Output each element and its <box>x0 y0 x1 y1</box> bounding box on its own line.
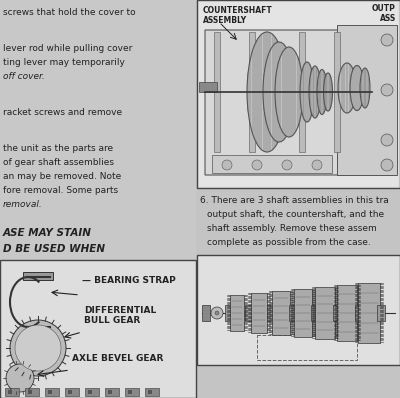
Bar <box>251 293 267 333</box>
Text: screws that hold the cover to: screws that hold the cover to <box>3 8 136 17</box>
Text: complete as possible from the case.: complete as possible from the case. <box>207 238 371 247</box>
Text: removal.: removal. <box>3 200 43 209</box>
Ellipse shape <box>300 62 314 122</box>
Text: off cover.: off cover. <box>3 72 45 81</box>
Ellipse shape <box>360 68 370 108</box>
Bar <box>197 0 400 188</box>
Bar <box>45 388 59 396</box>
Bar <box>225 305 233 321</box>
Text: ASE MAY STAIN: ASE MAY STAIN <box>3 228 92 238</box>
Bar <box>148 390 152 394</box>
Circle shape <box>381 134 393 146</box>
Ellipse shape <box>324 73 332 111</box>
Bar <box>197 255 400 365</box>
Circle shape <box>215 311 219 315</box>
Circle shape <box>211 307 223 319</box>
Ellipse shape <box>317 70 327 115</box>
Circle shape <box>282 160 292 170</box>
Bar <box>28 390 32 394</box>
Bar <box>65 388 79 396</box>
Text: racket screws and remove: racket screws and remove <box>3 108 122 117</box>
Bar <box>125 388 139 396</box>
Bar <box>88 390 92 394</box>
Text: — BEARING STRAP: — BEARING STRAP <box>82 276 176 285</box>
Text: fore removal. Some parts: fore removal. Some parts <box>3 186 118 195</box>
Polygon shape <box>337 25 397 175</box>
Circle shape <box>381 34 393 46</box>
Bar <box>145 388 159 396</box>
Bar <box>108 390 112 394</box>
Bar <box>214 32 220 152</box>
Bar <box>0 0 196 398</box>
Circle shape <box>381 84 393 96</box>
Bar <box>199 2 398 186</box>
Bar <box>128 390 132 394</box>
Circle shape <box>381 159 393 171</box>
Circle shape <box>222 160 232 170</box>
Bar <box>249 32 255 152</box>
Bar <box>0 260 196 398</box>
Bar <box>68 390 72 394</box>
Text: OUTP
ASS: OUTP ASS <box>372 4 396 23</box>
Text: an may be removed. Note: an may be removed. Note <box>3 172 121 181</box>
Bar <box>355 305 363 321</box>
Text: of gear shaft assemblies: of gear shaft assemblies <box>3 158 114 167</box>
Bar <box>315 287 335 339</box>
Bar <box>337 285 357 341</box>
Bar <box>272 291 290 335</box>
Text: D BE USED WHEN: D BE USED WHEN <box>3 244 105 254</box>
Bar <box>202 305 210 321</box>
Bar <box>8 390 12 394</box>
Circle shape <box>252 160 262 170</box>
Circle shape <box>6 364 34 392</box>
Bar <box>267 305 275 321</box>
Ellipse shape <box>275 47 303 137</box>
Bar <box>25 388 39 396</box>
Bar <box>257 335 357 360</box>
Bar <box>245 305 253 321</box>
Bar <box>289 305 297 321</box>
Text: output shaft, the countershaft, and the: output shaft, the countershaft, and the <box>207 210 384 219</box>
Bar <box>230 295 244 331</box>
Ellipse shape <box>309 66 321 118</box>
Ellipse shape <box>247 32 287 152</box>
Bar <box>334 32 340 152</box>
Bar <box>5 388 19 396</box>
Bar <box>377 305 385 321</box>
Bar <box>199 82 217 92</box>
Bar <box>48 390 52 394</box>
Circle shape <box>15 325 61 371</box>
Text: AXLE BEVEL GEAR: AXLE BEVEL GEAR <box>72 354 163 363</box>
Bar <box>358 283 380 343</box>
Text: ting lever may temporarily: ting lever may temporarily <box>3 58 125 67</box>
Text: the unit as the parts are: the unit as the parts are <box>3 144 113 153</box>
Bar <box>212 155 332 173</box>
Bar <box>294 289 312 337</box>
Bar <box>105 388 119 396</box>
Text: DIFFERENTIAL
BULL GEAR: DIFFERENTIAL BULL GEAR <box>84 306 156 325</box>
Text: shaft assembly. Remove these assem: shaft assembly. Remove these assem <box>207 224 377 233</box>
Bar <box>299 32 305 152</box>
Ellipse shape <box>350 66 364 111</box>
Bar <box>333 305 341 321</box>
Bar <box>23 272 53 280</box>
Text: lever rod while pulling cover: lever rod while pulling cover <box>3 44 132 53</box>
Circle shape <box>10 320 66 376</box>
Ellipse shape <box>263 42 295 142</box>
Bar <box>311 305 319 321</box>
Ellipse shape <box>338 63 356 113</box>
Polygon shape <box>205 30 382 175</box>
Circle shape <box>312 160 322 170</box>
Text: 6. There are 3 shaft assemblies in this tra: 6. There are 3 shaft assemblies in this … <box>200 196 389 205</box>
Text: COUNTERSHAFT
ASSEMBLY: COUNTERSHAFT ASSEMBLY <box>203 6 273 25</box>
Bar <box>85 388 99 396</box>
